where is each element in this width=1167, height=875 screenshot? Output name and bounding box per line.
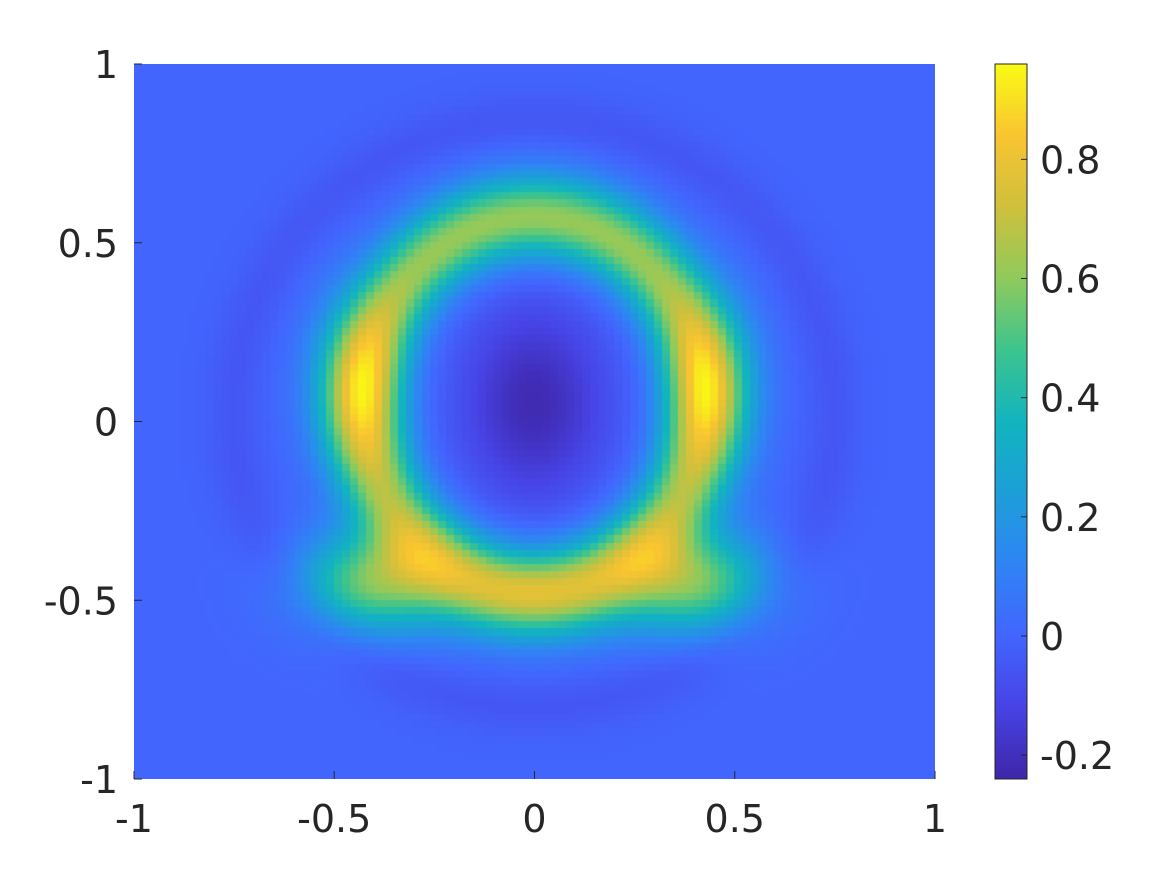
colorbar-tick-label: 0.4: [1040, 377, 1100, 421]
colorbar-tick-label: 0.8: [1040, 138, 1100, 182]
x-tick-label: 1: [923, 797, 947, 841]
colorbar-tick-label: 0.6: [1040, 258, 1100, 302]
heatmap-canvas: [134, 64, 935, 779]
x-tick-label: 0.5: [705, 797, 765, 841]
colorbar-gradient: [994, 63, 1028, 780]
x-axis-ticks: -1 -0.5 0 0.5 1: [115, 771, 947, 841]
x-tick-label: -1: [115, 797, 153, 841]
heatmap-plot: [134, 64, 935, 779]
y-tick-label: 1: [94, 43, 118, 87]
y-tick-label: -1: [80, 758, 118, 802]
y-axis-ticks: 1 0.5 0 -0.5 -1: [44, 43, 142, 802]
x-tick-label: -0.5: [297, 797, 371, 841]
y-tick-label: 0.5: [58, 222, 118, 266]
colorbar-tick-label: -0.2: [1040, 734, 1114, 778]
colorbar-ticks: 0.8 0.6 0.4 0.2 0 -0.2: [1021, 138, 1114, 778]
y-tick-label: 0: [94, 401, 118, 445]
y-tick-label: -0.5: [44, 579, 118, 623]
colorbar: [994, 63, 1028, 780]
colorbar-tick-label: 0: [1040, 615, 1064, 659]
colorbar-tick-label: 0.2: [1040, 496, 1100, 540]
x-tick-label: 0: [522, 797, 546, 841]
